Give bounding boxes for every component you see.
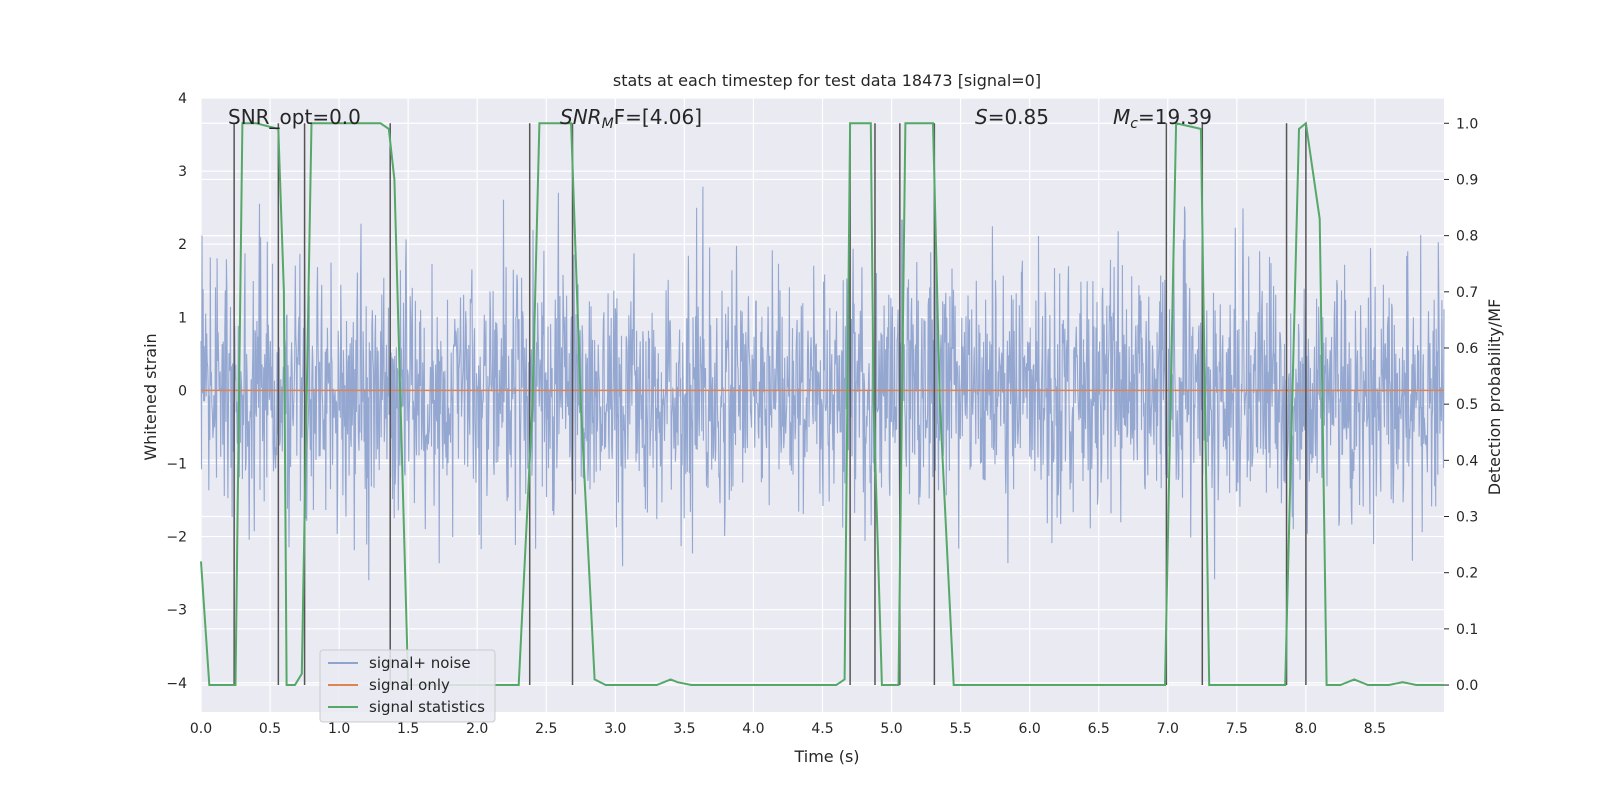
y2-tick-label: 0.2 — [1456, 566, 1478, 582]
annotation-snr-mf: SNRMF=[4.06] — [560, 105, 702, 132]
y2-tick-label: 0.9 — [1456, 172, 1478, 188]
legend-box — [319, 649, 496, 723]
x-tick-label: 0.0 — [190, 721, 212, 737]
x-tick-label: 5.5 — [949, 721, 971, 737]
x-tick-label: 7.0 — [1157, 721, 1179, 737]
x-tick-label: 1.0 — [328, 721, 350, 737]
y-tick-label: −3 — [166, 603, 187, 619]
y2-ticks: 0.0 0.1 0.2 0.3 0.4 0.5 0.6 0.7 0.8 0.9 1.0 — [1444, 116, 1478, 694]
x-tick-label: 3.0 — [604, 721, 626, 737]
x-tick-label: 5.0 — [880, 721, 902, 737]
annotation-s-main: S — [975, 105, 988, 129]
y2-tick-label: 0.1 — [1456, 622, 1478, 638]
annotation-mc-rest: =19.39 — [1138, 105, 1212, 129]
statistics-series — [200, 121, 1444, 686]
legend: signal+ noise signal only signal statist… — [319, 649, 496, 723]
y-tick-label: −2 — [166, 530, 187, 546]
y-tick-label: 1 — [178, 310, 187, 326]
y-tick-label: 2 — [178, 237, 187, 253]
x-tick-label: 8.0 — [1295, 721, 1317, 737]
legend-label-statistics: signal statistics — [369, 698, 485, 716]
y2-tick-label: 0.3 — [1456, 510, 1478, 526]
y2-tick-label: 0.7 — [1456, 285, 1478, 301]
y2-tick-label: 0.5 — [1456, 397, 1478, 413]
y2-axis-label: Detection probability/MF — [1485, 299, 1504, 496]
x-tick-label: 4.0 — [742, 721, 764, 737]
annotation-snr-mf-sub: M — [602, 116, 614, 132]
y2-tick-label: 0.8 — [1456, 229, 1478, 245]
y-axis-label: Whitened strain — [141, 333, 160, 460]
annotation-s-rest: =0.85 — [988, 105, 1049, 129]
x-axis-label: Time (s) — [793, 747, 859, 766]
legend-label-noise: signal+ noise — [369, 654, 471, 672]
y-tick-label: −4 — [166, 676, 187, 692]
annotation-snr-mf-rest: F=[4.06] — [614, 105, 702, 129]
x-tick-label: 6.0 — [1019, 721, 1041, 737]
annotation-snr-opt: SNR_opt=0.0 — [228, 105, 361, 129]
noise-line — [200, 186, 1445, 581]
x-tick-label: 4.5 — [811, 721, 833, 737]
annotation-mc-sub: c — [1130, 116, 1138, 132]
annotation-mc-main: M — [1113, 105, 1130, 129]
y-ticks: −4 −3 −2 −1 0 1 2 3 4 — [166, 91, 187, 692]
annotation-s: S=0.85 — [975, 105, 1049, 129]
x-tick-label: 6.5 — [1088, 721, 1110, 737]
y2-tick-label: 0.0 — [1456, 678, 1478, 694]
x-tick-label: 8.5 — [1364, 721, 1386, 737]
y-tick-label: 0 — [178, 383, 187, 399]
x-tick-label: 0.5 — [259, 721, 281, 737]
x-tick-label: 2.5 — [535, 721, 557, 737]
y2-tick-label: 0.4 — [1456, 453, 1478, 469]
y2-tick-label: 0.6 — [1456, 341, 1478, 357]
y-tick-label: −1 — [166, 456, 187, 472]
y2-tick-label: 1.0 — [1456, 116, 1478, 132]
y-tick-label: 3 — [178, 164, 187, 180]
x-tick-label: 1.5 — [397, 721, 419, 737]
legend-label-signal-only: signal only — [369, 676, 450, 694]
x-ticks: 0.0 0.5 1.0 1.5 2.0 2.5 3.0 3.5 4.0 4.5 5.0 5.5 6.0 6… — [190, 721, 1386, 737]
annotation-mc: Mc=19.39 — [1113, 105, 1212, 132]
statistics-line — [200, 121, 1444, 686]
chart-title: stats at each timestep for test data 184… — [613, 71, 1041, 90]
annotation-snr-mf-main: SNR — [560, 105, 602, 129]
x-tick-label: 2.0 — [466, 721, 488, 737]
noise-series — [200, 186, 1445, 581]
x-tick-label: 3.5 — [673, 721, 695, 737]
y-tick-label: 4 — [178, 91, 187, 107]
x-tick-label: 7.5 — [1226, 721, 1248, 737]
